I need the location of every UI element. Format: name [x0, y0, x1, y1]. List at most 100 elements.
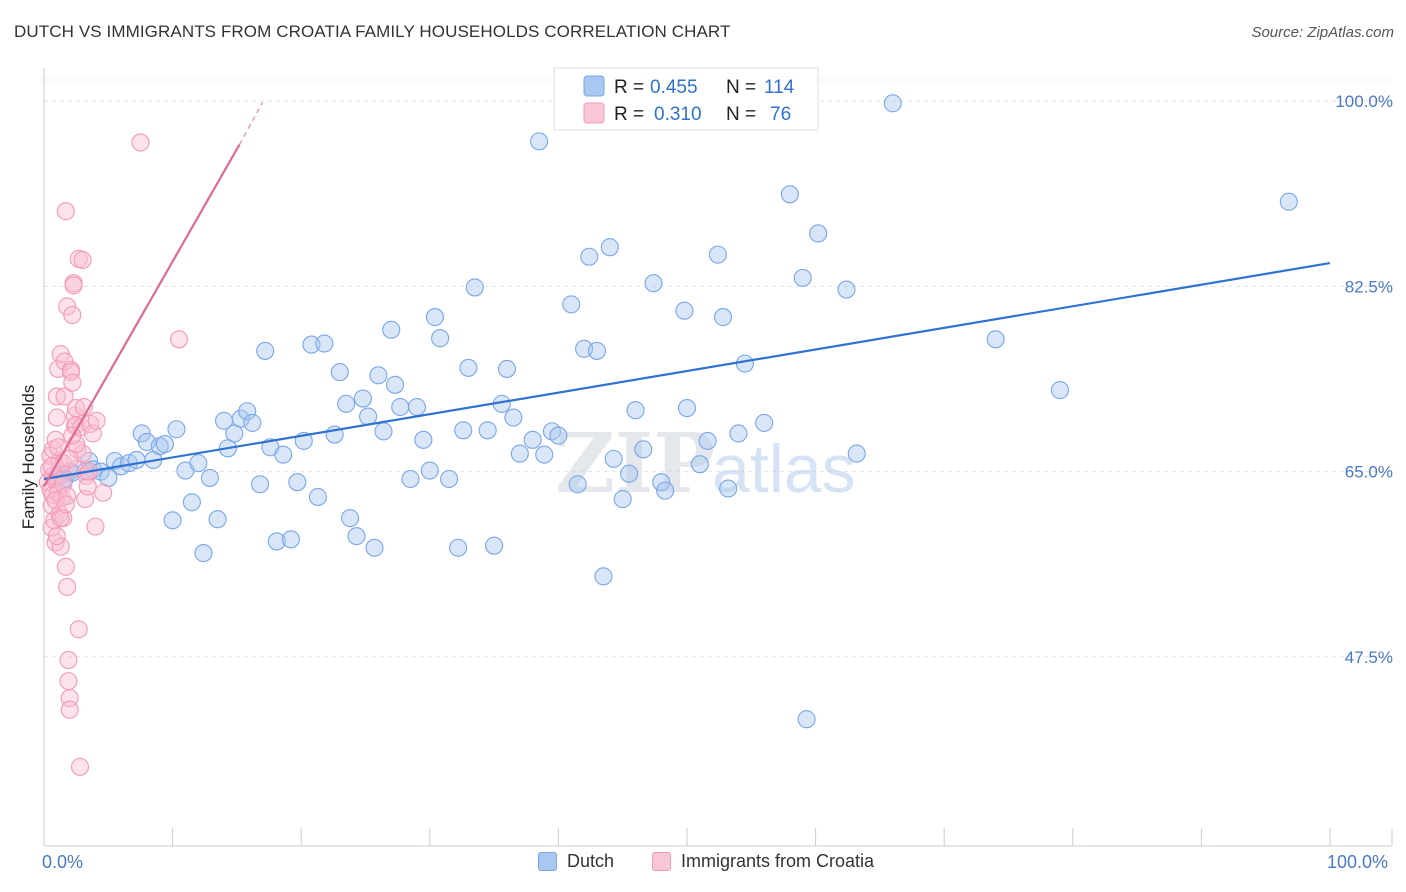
- croatia-point-12: [47, 408, 66, 427]
- dutch-point-48: [330, 363, 349, 382]
- dutch-point-99: [690, 455, 709, 474]
- croatia-trend-extension: [238, 101, 264, 145]
- croatia-point-72: [56, 495, 75, 514]
- dutch-point-45: [308, 487, 327, 507]
- croatia-point-63: [46, 491, 65, 510]
- dutch-point-57: [382, 320, 401, 339]
- watermark-atlas: atlas: [712, 431, 856, 507]
- y-tick-label-1: 65.0%: [1345, 463, 1393, 482]
- dutch-point-102: [713, 308, 733, 327]
- dutch-point-28: [200, 468, 219, 487]
- croatia-point-19: [51, 537, 70, 556]
- legend-item-dutch[interactable]: Dutch: [538, 851, 614, 872]
- dutch-point-33: [231, 409, 250, 428]
- dutch-point-103: [719, 479, 738, 498]
- legend-swatch-croatia: [583, 102, 605, 124]
- croatia-point-26: [56, 202, 75, 221]
- croatia-point-60: [87, 411, 106, 430]
- dutch-point-69: [459, 358, 478, 377]
- dutch-point-61: [407, 397, 426, 417]
- dutch-point-71: [478, 421, 497, 440]
- dutch-point-111: [837, 280, 856, 299]
- dutch-point-96: [656, 481, 675, 500]
- croatia-point-31: [59, 672, 78, 691]
- grid-layer: [44, 79, 1392, 658]
- dutch-point-106: [755, 413, 774, 432]
- croatia-point-24: [55, 387, 74, 406]
- croatia-point-70: [94, 483, 113, 502]
- dutch-point-93: [634, 440, 653, 459]
- dutch-point-17: [132, 424, 151, 443]
- dutch-point-68: [454, 421, 473, 440]
- legend-item-croatia[interactable]: Immigrants from Croatia: [652, 851, 874, 872]
- dutch-point-109: [797, 710, 816, 729]
- dutch-point-112: [847, 444, 866, 463]
- dutch-point-100: [698, 431, 717, 450]
- dutch-point-41: [281, 530, 300, 549]
- dutch-point-44: [302, 335, 321, 354]
- legend-label-dutch: Dutch: [567, 851, 615, 871]
- y-tick-label-2: 82.5%: [1345, 277, 1393, 296]
- bottom-legend: Dutch Immigrants from Croatia: [0, 851, 1406, 879]
- croatia-point-39: [64, 276, 83, 295]
- dutch-point-56: [374, 422, 393, 441]
- dutch-point-97: [675, 301, 694, 320]
- croatia-point-33: [60, 700, 79, 719]
- dutch-point-91: [620, 464, 639, 483]
- dutch-point-78: [530, 132, 549, 151]
- legend-swatch-dutch: [583, 75, 605, 97]
- dutch-point-98: [677, 399, 697, 418]
- dutch-point-90: [613, 490, 632, 509]
- legend-swatch-dutch-bottom: [538, 852, 557, 871]
- dutch-point-63: [420, 461, 439, 480]
- dutch-point-51: [347, 527, 366, 546]
- dutch-point-108: [793, 268, 812, 287]
- dutch-point-82: [562, 295, 581, 314]
- y-tick-label-3: 100.0%: [1335, 92, 1393, 111]
- legend-n-label-dutch: N =: [726, 77, 756, 98]
- dutch-point-25: [182, 493, 201, 512]
- dutch-point-23: [167, 420, 186, 439]
- dutch-point-107: [780, 185, 799, 204]
- dutch-point-52: [353, 389, 372, 408]
- y-tick-label-0: 47.5%: [1345, 648, 1393, 667]
- dutch-point-72: [485, 536, 504, 555]
- legend-r-value-dutch: 0.455: [650, 77, 698, 98]
- croatia-trend-line: [43, 144, 241, 487]
- points-layer: [38, 94, 1298, 776]
- croatia-point-48: [70, 757, 90, 776]
- dutch-point-95: [652, 473, 671, 492]
- croatia-point-51: [73, 250, 92, 269]
- dutch-point-92: [626, 401, 645, 420]
- x-tick-label-max: 100.0%: [1327, 852, 1389, 872]
- dutch-point-40: [274, 445, 293, 464]
- dutch-point-104: [729, 424, 748, 443]
- dutch-point-74: [497, 359, 517, 378]
- croatia-point-37: [63, 305, 82, 325]
- croatia-point-27: [56, 557, 75, 576]
- dutch-point-22: [163, 511, 182, 530]
- dutch-point-29: [208, 510, 227, 529]
- dutch-point-21: [155, 435, 174, 454]
- dutch-point-64: [425, 308, 444, 327]
- dutch-point-62: [414, 430, 433, 449]
- croatia-point-47: [69, 620, 88, 639]
- croatia-point-75: [169, 330, 189, 349]
- dutch-point-83: [568, 475, 587, 494]
- source-label: Source: ZipAtlas.com: [1251, 24, 1394, 41]
- dutch-point-27: [194, 544, 213, 563]
- y-axis-title: Family Households: [19, 385, 38, 530]
- croatia-point-36: [63, 373, 82, 392]
- dutch-point-35: [243, 413, 262, 432]
- y-tick-labels: 47.5% 65.0% 82.5% 100.0%: [1335, 92, 1393, 667]
- croatia-point-30: [59, 650, 78, 670]
- dutch-point-66: [440, 469, 459, 489]
- dutch-point-77: [523, 430, 542, 449]
- dutch-point-76: [510, 444, 529, 463]
- dutch-point-65: [431, 329, 450, 348]
- legend-swatch-croatia-bottom: [652, 852, 671, 871]
- dutch-point-116: [1279, 192, 1298, 211]
- legend-n-label-croatia: N =: [726, 104, 756, 125]
- croatia-point-55: [78, 477, 97, 496]
- dutch-point-58: [386, 375, 405, 394]
